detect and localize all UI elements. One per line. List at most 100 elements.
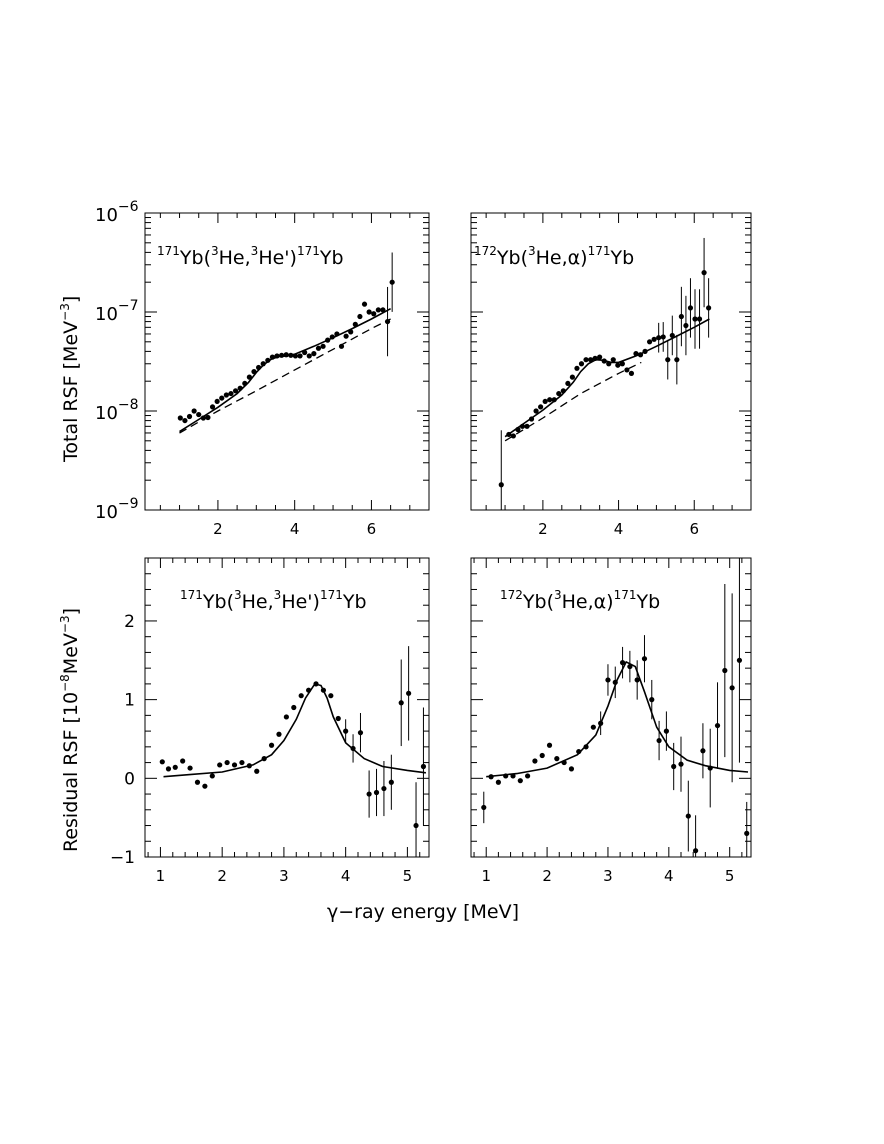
data-point — [568, 766, 575, 772]
x-tick-label: 2 — [217, 867, 227, 885]
data-point — [239, 759, 245, 766]
data-point — [498, 482, 504, 488]
data-point — [678, 313, 684, 320]
background-curve — [504, 361, 642, 442]
y-tick-label: 0 — [124, 769, 135, 789]
data-point — [172, 764, 178, 770]
data-point — [219, 395, 225, 401]
data-point — [696, 316, 703, 322]
data-point — [628, 370, 635, 376]
x-tick-label: 5 — [725, 867, 735, 885]
top-right-reaction-label: 172Yb(3He,α)171Yb — [474, 244, 634, 269]
data-point — [366, 791, 372, 797]
data-point — [525, 773, 531, 779]
data-point — [315, 345, 322, 351]
data-point — [165, 766, 172, 772]
data-point — [656, 335, 662, 341]
data-point — [510, 433, 516, 439]
data-point — [343, 333, 349, 339]
bottom-right-panel: 1 2 3 4 5 172Yb(3He,α)171Yb — [470, 557, 752, 885]
data-point — [590, 724, 596, 730]
data-point — [366, 309, 372, 315]
data-point — [685, 813, 691, 819]
data-point — [674, 357, 680, 363]
bottom-ylabel: Residual RSF [10−8MeV−3] — [58, 608, 82, 852]
data-point — [306, 353, 312, 359]
x-tick-label: 1 — [156, 867, 166, 885]
data-point — [678, 761, 684, 767]
data-point — [311, 351, 317, 357]
data-point — [651, 336, 657, 342]
data-point — [610, 357, 616, 363]
data-point — [744, 830, 750, 836]
data-point — [495, 779, 501, 785]
data-point — [547, 397, 553, 403]
data-point — [224, 759, 230, 766]
data-point — [373, 789, 380, 796]
data-point — [554, 756, 560, 762]
data-point — [223, 392, 229, 398]
y-tick-label: −1 — [110, 848, 135, 868]
data-point — [619, 660, 626, 666]
fit-curve — [486, 660, 749, 778]
data-point — [583, 357, 589, 363]
data-point — [283, 714, 289, 720]
data-point — [574, 365, 580, 371]
data-point — [389, 279, 395, 285]
y-tick-label: 10−6 — [95, 199, 139, 226]
data-point — [209, 773, 215, 779]
data-point — [649, 697, 655, 703]
data-point — [298, 693, 304, 699]
fit-curve — [504, 318, 710, 438]
data-point — [569, 374, 576, 380]
y-tick-label: 10−9 — [95, 496, 139, 523]
x-tick-label: 3 — [603, 867, 613, 885]
data-point — [714, 722, 721, 729]
data-point — [276, 731, 282, 737]
data-point — [615, 362, 621, 368]
x-tick-label: 6 — [689, 520, 699, 538]
top-ylabel: Total RSF [MeV−3] — [58, 296, 82, 463]
data-point — [232, 388, 239, 394]
data-point — [663, 728, 669, 734]
data-point — [565, 380, 571, 387]
data-point — [320, 343, 326, 349]
x-tick-label: 3 — [279, 867, 289, 885]
data-point — [619, 361, 625, 367]
data-point — [542, 398, 548, 405]
data-point — [196, 411, 202, 418]
bottom-left-reaction-label: 171Yb(3He,3He')171Yb — [180, 588, 367, 613]
data-point — [406, 690, 412, 696]
data-point — [656, 737, 662, 744]
data-point — [291, 704, 297, 711]
data-point — [634, 677, 640, 683]
data-point — [605, 677, 611, 683]
data-point — [268, 742, 275, 748]
data-point — [228, 390, 234, 397]
x-tick-label: 4 — [614, 520, 624, 538]
x-tick-label: 4 — [290, 520, 300, 538]
top-left-frame — [144, 212, 430, 511]
data-point — [217, 762, 223, 768]
x-tick-label: 2 — [213, 520, 223, 538]
fit-curve — [163, 682, 427, 778]
fit-curve — [179, 307, 391, 433]
data-point — [388, 779, 394, 785]
x-tick-label: 5 — [403, 867, 413, 885]
data-point — [481, 804, 487, 811]
data-point — [205, 414, 211, 421]
data-point — [646, 339, 653, 345]
bottom-right-frame — [470, 557, 752, 858]
data-point — [692, 316, 698, 322]
data-point — [701, 270, 707, 276]
x-tick-label: 2 — [538, 520, 548, 538]
top-left-reaction-label: 171Yb(3He,3He')171Yb — [157, 244, 344, 269]
data-point — [186, 413, 193, 420]
data-point — [187, 765, 193, 771]
data-point — [357, 313, 363, 320]
data-point — [214, 398, 220, 405]
data-point — [578, 361, 585, 367]
data-point — [182, 417, 188, 424]
y-tick-label: 2 — [124, 612, 135, 632]
data-point — [375, 307, 381, 313]
